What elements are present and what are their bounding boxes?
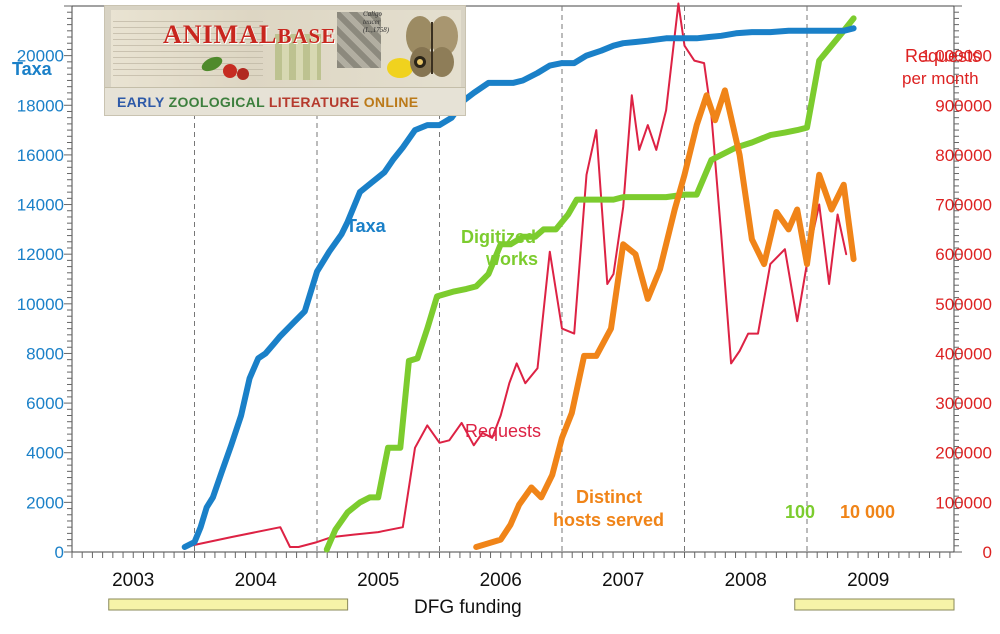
- animalbase-logo: ANIMALBASE: [163, 20, 336, 50]
- butterfly-icon: [406, 16, 458, 77]
- x-axis-minor-ticks: [71, 552, 951, 558]
- right-tick-label-5: 500000: [935, 295, 992, 314]
- series-line-taxa: [181, 25, 857, 550]
- left-axis-ticks: [64, 5, 72, 553]
- year-label-2008: 2008: [725, 570, 767, 591]
- right-axis-title-line1: Requests: [905, 46, 981, 66]
- right-tick-label-9: 900000: [935, 96, 992, 115]
- right-tick-label-0: 0: [983, 543, 992, 562]
- funding-bar-1: [794, 598, 955, 611]
- right-tick-label-2: 200000: [935, 444, 992, 463]
- animalbase-banner: Caligo teucer (L.,1758) ANIMALBASE EARLY…: [104, 5, 466, 116]
- left-tick-label-10: 20000: [17, 47, 64, 66]
- year-label-2009: 2009: [847, 570, 889, 591]
- right-tick-label-4: 400000: [935, 344, 992, 363]
- left-tick-label-2: 4000: [26, 444, 64, 463]
- banner-beetle-image: [337, 12, 381, 68]
- left-tick-label-4: 8000: [26, 344, 64, 363]
- left-tick-label-7: 14000: [17, 196, 64, 215]
- left-tick-label-0: 0: [55, 543, 64, 562]
- annotation-requests: Requests: [465, 421, 541, 441]
- banner-plant-image: [275, 34, 321, 80]
- left-tick-label-9: 18000: [17, 96, 64, 115]
- caption-line1: Caligo: [363, 10, 383, 18]
- left-tick-label-6: 12000: [17, 245, 64, 264]
- berry-icon-2: [237, 68, 249, 80]
- series-layer: [181, 2, 857, 553]
- right-tick-label-1: 100000: [935, 493, 992, 512]
- caption-line3: (L.,1758): [363, 26, 390, 34]
- right-tick-label-6: 600000: [935, 245, 992, 264]
- left-tick-label-1: 2000: [26, 493, 64, 512]
- lemon-icon: [387, 58, 413, 78]
- left-tick-label-3: 6000: [26, 394, 64, 413]
- year-label-2007: 2007: [602, 570, 644, 591]
- series-line-digitized-works: [323, 15, 857, 553]
- series-line-requests: [183, 2, 848, 548]
- logo-part1: ANIMAL: [163, 20, 278, 49]
- funding-bar-0: [108, 598, 349, 611]
- right-tick-label-8: 800000: [935, 146, 992, 165]
- scale-note-works: 100: [785, 502, 815, 522]
- caption-line2: teucer: [363, 18, 381, 26]
- annotation-works-line2: works: [485, 249, 538, 269]
- berry-icon: [223, 64, 237, 78]
- left-tick-label-5: 10000: [17, 295, 64, 314]
- year-label-2004: 2004: [235, 570, 278, 591]
- x-axis-labels: 2003 2004 2005 2006 2007 2008 2009: [112, 570, 889, 591]
- funding-bars: [108, 598, 955, 611]
- subtitle-word-4: ONLINE: [363, 94, 419, 110]
- annotation-taxa: Taxa: [346, 216, 387, 236]
- year-label-2003: 2003: [112, 570, 154, 591]
- funding-label: DFG funding: [414, 597, 522, 618]
- banner-strip: [105, 87, 465, 115]
- left-axis-labels: 0 2000 4000 6000 8000 10000 12000 14000 16000 180…: [17, 47, 64, 562]
- year-label-2006: 2006: [480, 570, 522, 591]
- annotation-hosts-line1: Distinct: [576, 487, 642, 507]
- logo-part2: BASE: [277, 24, 337, 48]
- year-label-2005: 2005: [357, 570, 399, 591]
- scale-note-hosts: 10 000: [840, 502, 895, 522]
- left-tick-label-8: 16000: [17, 146, 64, 165]
- annotation-hosts-line2: hosts served: [553, 510, 664, 530]
- right-tick-label-3: 300000: [935, 394, 992, 413]
- banner-subtitle: EARLY ZOOLOGICAL LITERATURE ONLINE: [117, 94, 418, 110]
- banner-text-lines: [113, 16, 263, 76]
- subtitle-word-1: EARLY: [117, 94, 165, 110]
- left-axis-title: Taxa: [12, 59, 53, 79]
- series-line-distinct-hosts-served: [473, 87, 857, 550]
- right-tick-label-7: 700000: [935, 196, 992, 215]
- right-axis-ticks: [954, 5, 962, 553]
- species-caption: Caligo teucer (L.,1758): [363, 10, 403, 34]
- right-axis-labels: 0 100000 200000 300000 400000 500000 600000 700…: [921, 47, 992, 562]
- subtitle-word-2: ZOOLOGICAL: [168, 94, 265, 110]
- right-tick-label-10: 1 000000: [921, 47, 992, 66]
- right-axis-title-line2: per month: [902, 69, 979, 88]
- subtitle-word-3: LITERATURE: [268, 94, 360, 110]
- annotation-works-line1: Digitized: [461, 227, 536, 247]
